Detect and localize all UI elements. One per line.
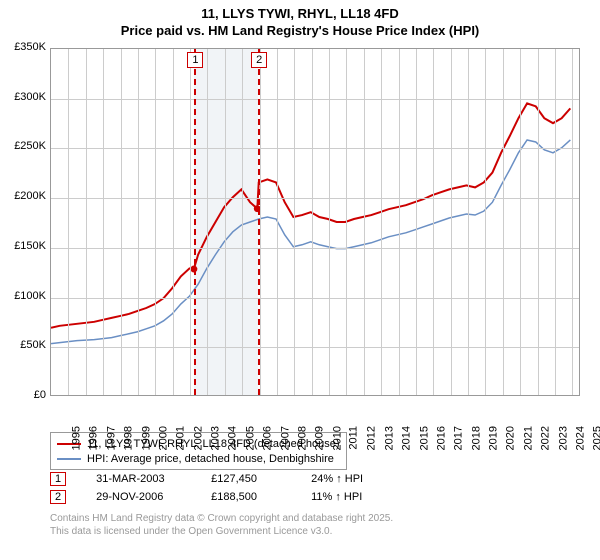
chart-marker-badge: 1	[187, 52, 203, 68]
x-tick-label: 2010	[331, 426, 343, 450]
x-tick-label: 2015	[418, 426, 430, 450]
x-tick-label: 1996	[88, 426, 100, 450]
chart-title: 11, LLYS TYWI, RHYL, LL18 4FD Price paid…	[0, 0, 600, 40]
txn-date: 29-NOV-2006	[96, 491, 211, 503]
y-tick-label: £150K	[0, 240, 46, 252]
x-tick-label: 2016	[435, 426, 447, 450]
line-svg	[51, 49, 579, 395]
x-tick-label: 2002	[192, 426, 204, 450]
attribution-line: Contains HM Land Registry data © Crown c…	[50, 513, 393, 524]
table-row: 1 31-MAR-2003 £127,450 24% ↑ HPI	[50, 470, 411, 488]
x-tick-label: 2004	[227, 426, 239, 450]
x-tick-label: 1995	[70, 426, 82, 450]
x-tick-label: 2018	[470, 426, 482, 450]
x-tick-label: 2014	[401, 426, 413, 450]
title-line-2: Price paid vs. HM Land Registry's House …	[121, 23, 480, 38]
attribution-line: This data is licensed under the Open Gov…	[50, 526, 332, 537]
x-tick-label: 2017	[453, 426, 465, 450]
x-tick-label: 2024	[574, 426, 586, 450]
txn-date: 31-MAR-2003	[96, 473, 211, 485]
table-row: 2 29-NOV-2006 £188,500 11% ↑ HPI	[50, 488, 411, 506]
y-tick-label: £300K	[0, 91, 46, 103]
chart-container: 11, LLYS TYWI, RHYL, LL18 4FD Price paid…	[0, 0, 600, 560]
txn-price: £127,450	[211, 473, 311, 485]
txn-pct: 11% ↑ HPI	[311, 491, 411, 503]
marker-badge: 1	[50, 472, 66, 486]
x-tick-label: 2022	[540, 426, 552, 450]
y-tick-label: £200K	[0, 190, 46, 202]
x-tick-label: 2023	[557, 426, 569, 450]
x-tick-label: 2009	[314, 426, 326, 450]
x-tick-label: 2006	[262, 426, 274, 450]
x-tick-label: 1999	[140, 426, 152, 450]
x-tick-label: 2025	[592, 426, 600, 450]
marker-badge: 2	[50, 490, 66, 504]
title-line-1: 11, LLYS TYWI, RHYL, LL18 4FD	[201, 6, 398, 21]
chart-marker-badge: 2	[251, 52, 267, 68]
y-tick-label: £100K	[0, 290, 46, 302]
y-tick-label: £250K	[0, 140, 46, 152]
x-tick-label: 2003	[210, 426, 222, 450]
x-tick-label: 2011	[348, 426, 360, 450]
legend-swatch	[57, 458, 81, 460]
x-tick-label: 2013	[383, 426, 395, 450]
x-tick-label: 1997	[105, 426, 117, 450]
y-tick-label: £50K	[0, 339, 46, 351]
x-tick-label: 2005	[244, 426, 256, 450]
x-tick-label: 2021	[522, 426, 534, 450]
x-tick-label: 2008	[296, 426, 308, 450]
legend-item: HPI: Average price, detached house, Denb…	[57, 451, 340, 466]
plot-area	[50, 48, 580, 396]
y-tick-label: £0	[0, 389, 46, 401]
attribution: Contains HM Land Registry data © Crown c…	[50, 512, 393, 538]
transactions-table: 1 31-MAR-2003 £127,450 24% ↑ HPI 2 29-NO…	[50, 470, 411, 506]
txn-price: £188,500	[211, 491, 311, 503]
x-tick-label: 2007	[279, 426, 291, 450]
y-tick-label: £350K	[0, 41, 46, 53]
x-tick-label: 2020	[505, 426, 517, 450]
x-tick-label: 2019	[488, 426, 500, 450]
x-tick-label: 2000	[157, 426, 169, 450]
x-tick-label: 1998	[123, 426, 135, 450]
x-tick-label: 2012	[366, 426, 378, 450]
legend-label: HPI: Average price, detached house, Denb…	[87, 453, 334, 465]
x-tick-label: 2001	[175, 426, 187, 450]
txn-pct: 24% ↑ HPI	[311, 473, 411, 485]
